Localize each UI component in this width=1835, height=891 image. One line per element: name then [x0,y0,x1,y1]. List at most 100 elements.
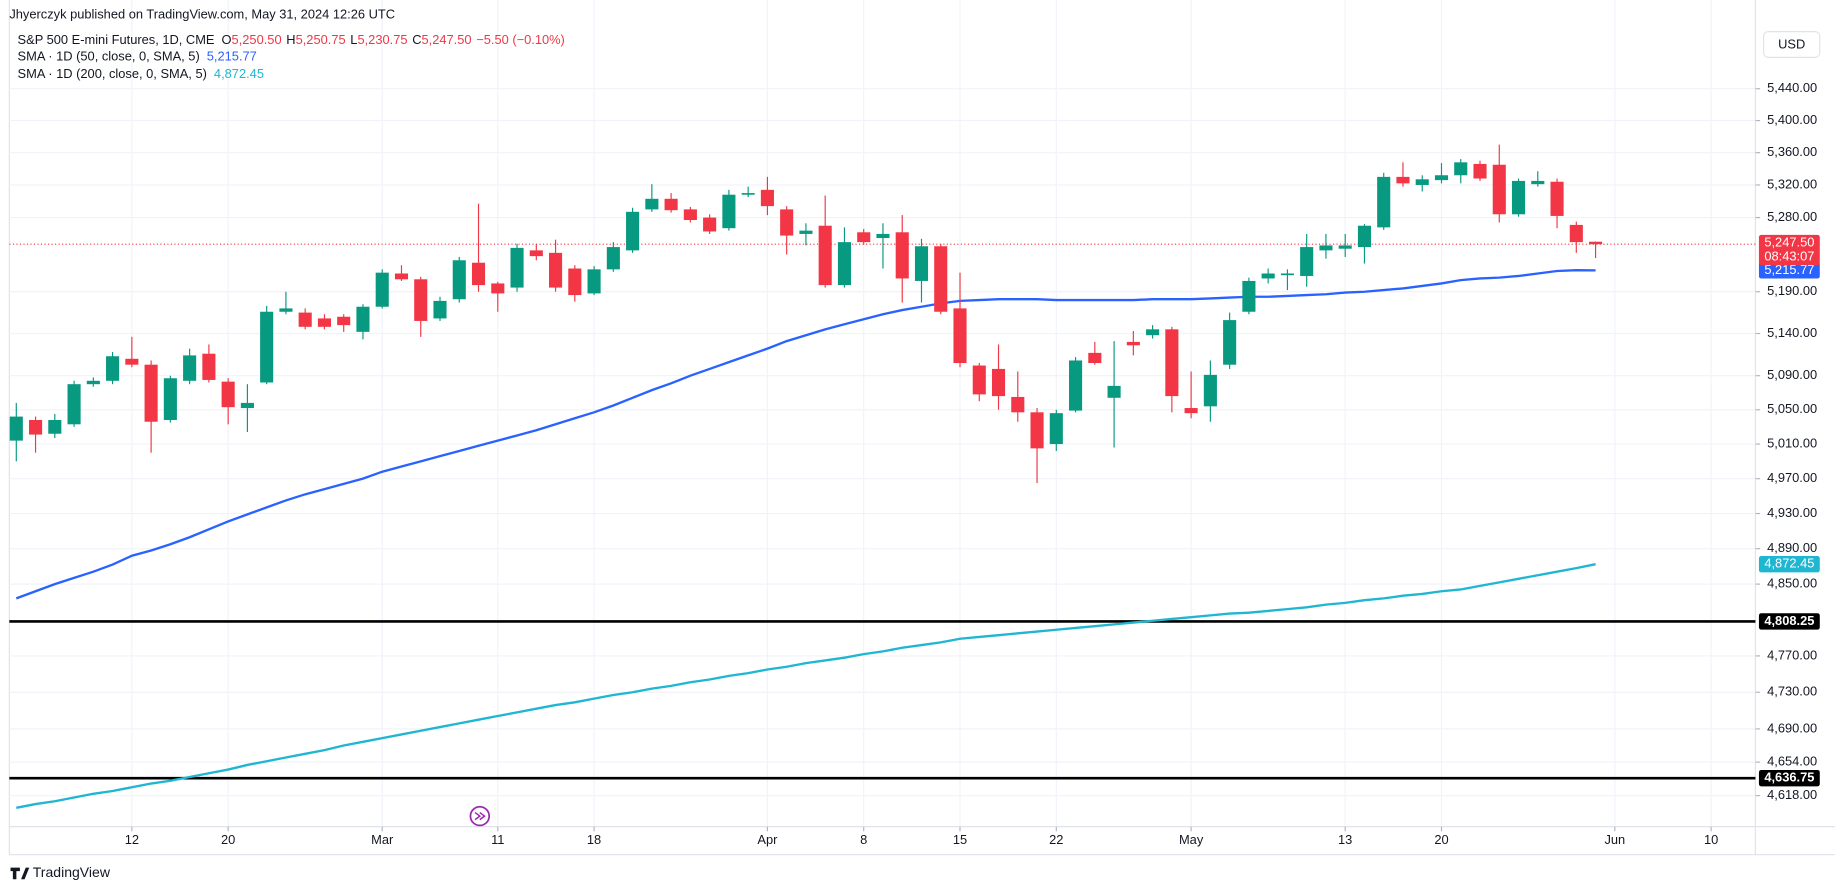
y-tick-label: 5,280.00 [1767,209,1817,224]
candle-body [568,268,582,296]
y-tick-label: 5,440.00 [1767,80,1817,95]
candle-body [626,211,640,251]
candle-body [1473,163,1487,179]
y-tick-label: 5,010.00 [1767,435,1817,450]
candle-body [1550,181,1564,216]
x-tick-label: 10 [1704,832,1718,847]
y-tick-label: 4,618.00 [1767,787,1817,802]
legend-entry: SMA · 1D (50, close, 0, SMA, 5) 5,215.77 [18,49,257,64]
candle-body [1531,180,1545,185]
candle-body [279,308,293,312]
candle-body [1300,247,1314,276]
candle-body [645,198,659,210]
candle-body [86,380,100,385]
candle-body [1223,320,1237,365]
candle-body [221,381,235,408]
price-badge-label: 4,872.45 [1764,556,1814,571]
candle-body [1434,175,1449,181]
price-badge [1758,769,1820,787]
y-tick-label: 4,970.00 [1767,470,1817,485]
y-tick-label: 5,090.00 [1767,367,1817,382]
x-tick-label: 20 [1434,832,1448,847]
candle-body [1377,176,1391,228]
candle-body [375,272,389,307]
candle-body [298,312,312,327]
price-badge-label: 5,215.77 [1764,262,1814,277]
y-tick-label: 5,320.00 [1767,176,1817,191]
candle-body [1357,225,1372,248]
indicator-line [15,269,1596,600]
candle-body [1261,273,1275,279]
candle-body [895,232,909,279]
y-tick-label: 4,850.00 [1767,576,1817,591]
x-tick-label: 13 [1338,832,1352,847]
y-tick-label: 5,140.00 [1767,325,1817,340]
candle-body [183,355,197,381]
candle-body [1146,329,1160,336]
x-tick-label: 12 [125,832,139,847]
candle-body [991,368,1006,397]
ohlc-value: 5,247.50 [421,32,471,47]
candle-body [837,242,851,286]
candle-body [1396,176,1410,184]
currency-label[interactable]: USD [1778,36,1805,51]
legend-value: 4,872.45 [214,66,264,81]
lines [9,243,1756,809]
candle-body [876,233,890,239]
ohlc-value: 5,250.50 [232,32,282,47]
candle-body [1030,412,1044,449]
currency-button[interactable] [1763,31,1821,58]
candle-body [67,384,81,425]
legend-name: SMA · 1D (50, close, 0, SMA, 5) [18,49,200,64]
candle-body [683,209,697,221]
candle-body [1280,273,1294,276]
candle-body [953,308,967,364]
legend-main: S&P 500 E-mini Futures, 1D, CME O5,250.50… [18,32,565,47]
y-tick-label: 4,654.00 [1767,754,1817,769]
x-tick-label: Jun [1604,832,1625,847]
candle-body [29,420,43,435]
candle-body [163,378,177,421]
candle-body [799,230,813,234]
ohlc-value: 5,250.75 [296,32,346,47]
candle-body [337,316,351,326]
candle-body [1049,413,1063,445]
last-price-badge [1758,234,1820,266]
candle-body [934,246,948,312]
y-tick-label: 4,690.00 [1767,720,1817,735]
candle-body [9,416,23,441]
candle-body [240,402,254,409]
candle-body [1454,162,1468,176]
y-tick-label: 4,730.00 [1767,684,1817,699]
x-tick-label: 22 [1049,832,1063,847]
candle-body [818,225,832,286]
candle-body [125,358,139,365]
candle-body [914,246,929,281]
x-tick-label: 8 [860,832,867,847]
candle-body [260,311,274,383]
candle-body [1319,245,1333,251]
last-price-label: 5,247.50 [1764,234,1814,249]
candle-body [356,306,370,332]
indicator-line [16,563,1596,809]
candle-body [587,269,601,294]
countdown-label: 08:43:07 [1764,248,1814,263]
ohlc-key: C [412,32,421,47]
brand-logo [10,867,30,880]
y-tick-label: 5,360.00 [1767,144,1817,159]
price-badge [1758,262,1820,279]
candle-body [780,209,794,236]
candle-body [1511,180,1526,215]
legend-title: S&P 500 E-mini Futures, 1D, CME [18,32,215,47]
candle-body [760,189,774,207]
candle-body [144,364,158,422]
candle-body [394,273,409,280]
y-tick-label: 4,770.00 [1767,647,1817,662]
candle-body [48,420,62,434]
candle-body [317,318,331,327]
grid [9,0,1756,827]
x-tick-label: May [1179,832,1204,847]
price-badge [1758,613,1820,630]
